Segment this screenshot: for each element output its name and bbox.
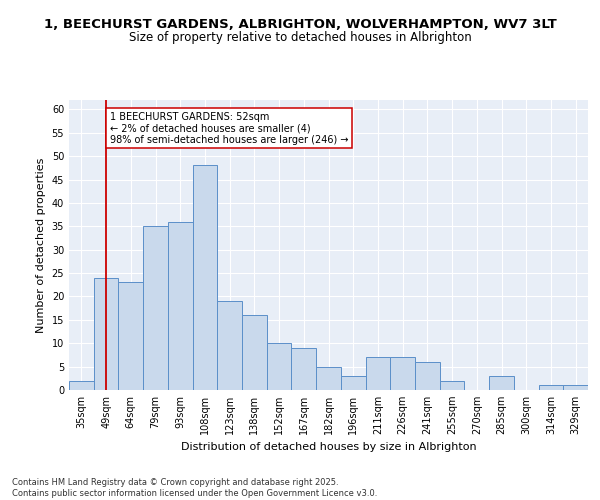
Bar [69,380,94,390]
Bar [292,348,316,390]
Bar [118,282,143,390]
Bar [415,362,440,390]
Bar [242,315,267,390]
Text: 1, BEECHURST GARDENS, ALBRIGHTON, WOLVERHAMPTON, WV7 3LT: 1, BEECHURST GARDENS, ALBRIGHTON, WOLVER… [44,18,556,30]
Bar [143,226,168,390]
Bar [341,376,365,390]
Text: Contains HM Land Registry data © Crown copyright and database right 2025.
Contai: Contains HM Land Registry data © Crown c… [12,478,377,498]
Bar [390,358,415,390]
Bar [217,301,242,390]
Bar [489,376,514,390]
Bar [539,386,563,390]
Bar [168,222,193,390]
Bar [440,380,464,390]
Bar [267,343,292,390]
Text: Size of property relative to detached houses in Albrighton: Size of property relative to detached ho… [128,31,472,44]
Bar [563,386,588,390]
Bar [94,278,118,390]
Text: Distribution of detached houses by size in Albrighton: Distribution of detached houses by size … [181,442,476,452]
Y-axis label: Number of detached properties: Number of detached properties [36,158,46,332]
Bar [193,166,217,390]
Bar [316,366,341,390]
Text: 1 BEECHURST GARDENS: 52sqm
← 2% of detached houses are smaller (4)
98% of semi-d: 1 BEECHURST GARDENS: 52sqm ← 2% of detac… [110,112,348,145]
Bar [365,358,390,390]
